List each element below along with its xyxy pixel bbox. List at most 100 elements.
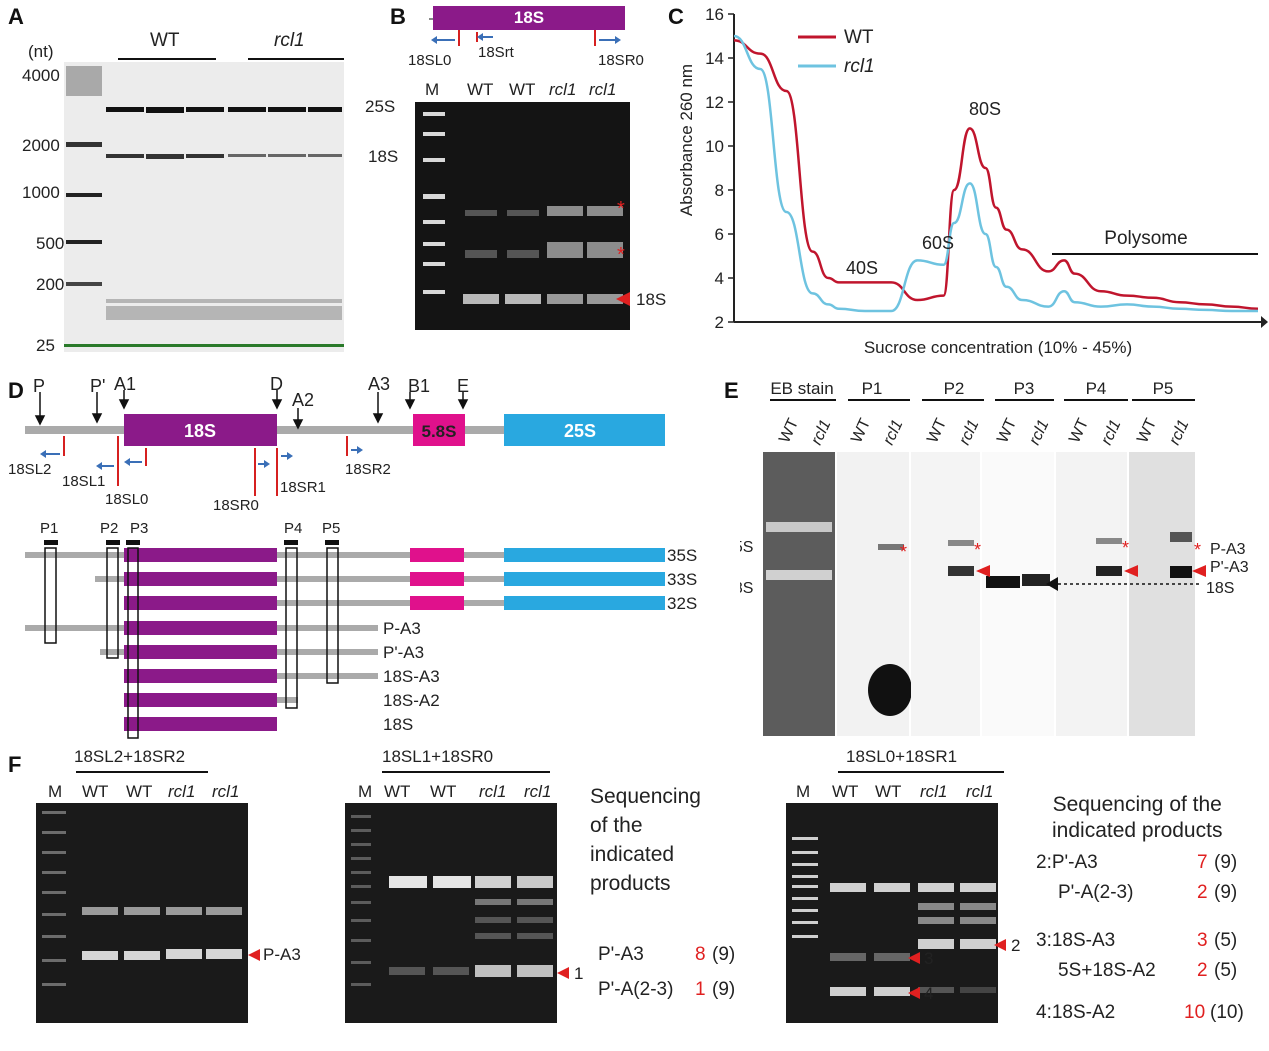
precursor-35s <box>25 548 665 562</box>
y-tick-label: 12 <box>705 93 724 112</box>
lane-rcl1-2: rcl1 <box>589 80 617 99</box>
header-p3: P3 <box>1014 379 1035 398</box>
gel1-arrowhead <box>248 949 260 961</box>
gel2-title: 18SL1+18SR0 <box>382 747 494 766</box>
primer-18sl1: 18SL1 <box>62 473 105 490</box>
arrowhead-18s-e <box>1046 577 1058 591</box>
gel2-arrowhead <box>557 967 569 979</box>
probe-p5: P5 <box>322 520 340 537</box>
group-label-rcl1: rcl1 <box>274 30 305 51</box>
arrow-label-18s-b: 18S <box>636 290 667 309</box>
gel1-title: 18SL2+18SR2 <box>74 747 186 766</box>
size-25s-b: 25S <box>365 97 396 116</box>
size-18s-b: 18S <box>368 147 399 166</box>
panel-label-a: A <box>8 4 24 29</box>
precursor-33s <box>95 572 665 586</box>
seq2-row-label: 4:18S-A2 <box>1036 1002 1116 1023</box>
seq1-row-label: P'-A(2-3) <box>598 979 674 1000</box>
blot-label-p-a3: P-A3 <box>1210 541 1246 558</box>
label-33s: 33S <box>667 570 697 589</box>
panel-label-c: C <box>668 4 684 29</box>
precursor-18s-a3 <box>124 669 378 683</box>
probe-p1: P1 <box>40 520 58 537</box>
seq2-row-total: (5) <box>1214 930 1238 951</box>
y-tick-label: 6 <box>715 225 724 244</box>
gel3-arrowhead-3 <box>908 952 920 964</box>
y-tick-label: 4 <box>715 269 724 288</box>
gel1-arrow-label: P-A3 <box>263 945 301 964</box>
gel-b <box>415 102 630 330</box>
seq2-row-label: 3:18S-A3 <box>1036 930 1116 951</box>
blot-eb <box>763 452 835 736</box>
blot-arrow-p4 <box>1124 565 1138 577</box>
site-a3: A3 <box>368 374 390 394</box>
gel3-title: 18SL0+18SR1 <box>846 747 958 766</box>
seq2-row-count: 2 <box>1197 882 1208 903</box>
asterisk-b2: * <box>617 244 625 266</box>
panel-label-f: F <box>8 752 22 777</box>
seq1-title-line: of the <box>590 814 643 837</box>
gel2-title-line <box>382 771 550 773</box>
box-25s <box>504 414 665 446</box>
group-label-wt: WT <box>150 30 180 51</box>
rrna-diagram: 18S 5.8S 25S P P' A1 D A2 A3 B1 E 18SL2 … <box>8 374 697 739</box>
panel-label-b: B <box>390 4 406 29</box>
gene-box-18s: 18S <box>433 6 625 30</box>
gel-f1 <box>36 803 248 1023</box>
blot-label-p-prime-a3: P'-A3 <box>1210 559 1249 576</box>
gel3-arrow-label-4: 4 <box>924 984 934 1003</box>
gel2-lane-wt-2: WT <box>430 782 457 801</box>
gel3-lane-m: M <box>796 782 811 801</box>
legend-label-wt: WT <box>844 27 874 48</box>
seq2-row-total: (9) <box>1214 882 1238 903</box>
seq1-title: Sequencing of the indicated products <box>590 782 701 898</box>
header-p1: P1 <box>862 379 883 398</box>
box-58s-label: 5.8S <box>422 422 457 441</box>
seq1-row-count: 8 <box>695 944 706 965</box>
primer-18srt: 18Srt <box>478 44 514 61</box>
series-line-rcl1 <box>733 34 1258 313</box>
site-e: E <box>457 376 469 396</box>
gel1-lane-m: M <box>48 782 63 801</box>
blot-lane-rcl1: rcl1 <box>956 417 982 448</box>
label-p-a3: P-A3 <box>383 619 421 638</box>
header-eb-stain: EB stain <box>770 379 833 398</box>
gel2-lane-rcl1-1: rcl1 <box>479 782 507 801</box>
y-tick-label: 8 <box>715 181 724 200</box>
blot-lane-rcl1: rcl1 <box>808 417 834 448</box>
seq1-title-line: indicated <box>590 843 675 866</box>
seq1-row-count: 1 <box>695 979 706 1000</box>
site-p: P <box>33 376 45 396</box>
label-18s-a3: 18S-A3 <box>383 667 440 686</box>
gel1-lane-wt-2: WT <box>126 782 153 801</box>
blot-label-18s: 18S <box>1206 580 1234 597</box>
blot-asterisk-p4: * <box>1122 538 1129 558</box>
legend-label-rcl1: rcl1 <box>844 56 875 77</box>
gel-f2 <box>345 803 557 1023</box>
gel-f3 <box>786 803 998 1023</box>
series-line-wt <box>733 39 1259 311</box>
lane-m: M <box>425 80 440 99</box>
box-25s-label: 25S <box>564 421 596 441</box>
seq1-title-line: Sequencing <box>590 785 701 808</box>
seq2-title-line: indicated products <box>1052 819 1223 842</box>
blot-lane-wt: WT <box>776 416 802 446</box>
header-p2: P2 <box>944 379 965 398</box>
bioanalyzer-gel <box>64 62 344 352</box>
seq2-row-label: P'-A(2-3) <box>1058 882 1134 903</box>
seq2-row-count: 10 <box>1184 1002 1206 1023</box>
peak-label-60s: 60S <box>922 233 954 253</box>
blot-arrow-p2 <box>976 565 990 577</box>
seq1-row-total: (9) <box>712 979 736 1000</box>
seq2-row-total: (10) <box>1210 1002 1244 1023</box>
blot-lane-wt: WT <box>994 416 1020 446</box>
gel2-lane-rcl1-2: rcl1 <box>524 782 552 801</box>
blot-asterisk-p2: * <box>974 540 981 560</box>
blot-lane-rcl1: rcl1 <box>1026 417 1052 448</box>
box-18s-label: 18S <box>184 421 216 441</box>
seq2-row-count: 7 <box>1197 852 1208 873</box>
label-18s-a2: 18S-A2 <box>383 691 440 710</box>
marker-500: 500 <box>36 234 65 253</box>
peak-label-80s: 80S <box>969 99 1001 119</box>
unit-label: (nt) <box>28 42 54 61</box>
